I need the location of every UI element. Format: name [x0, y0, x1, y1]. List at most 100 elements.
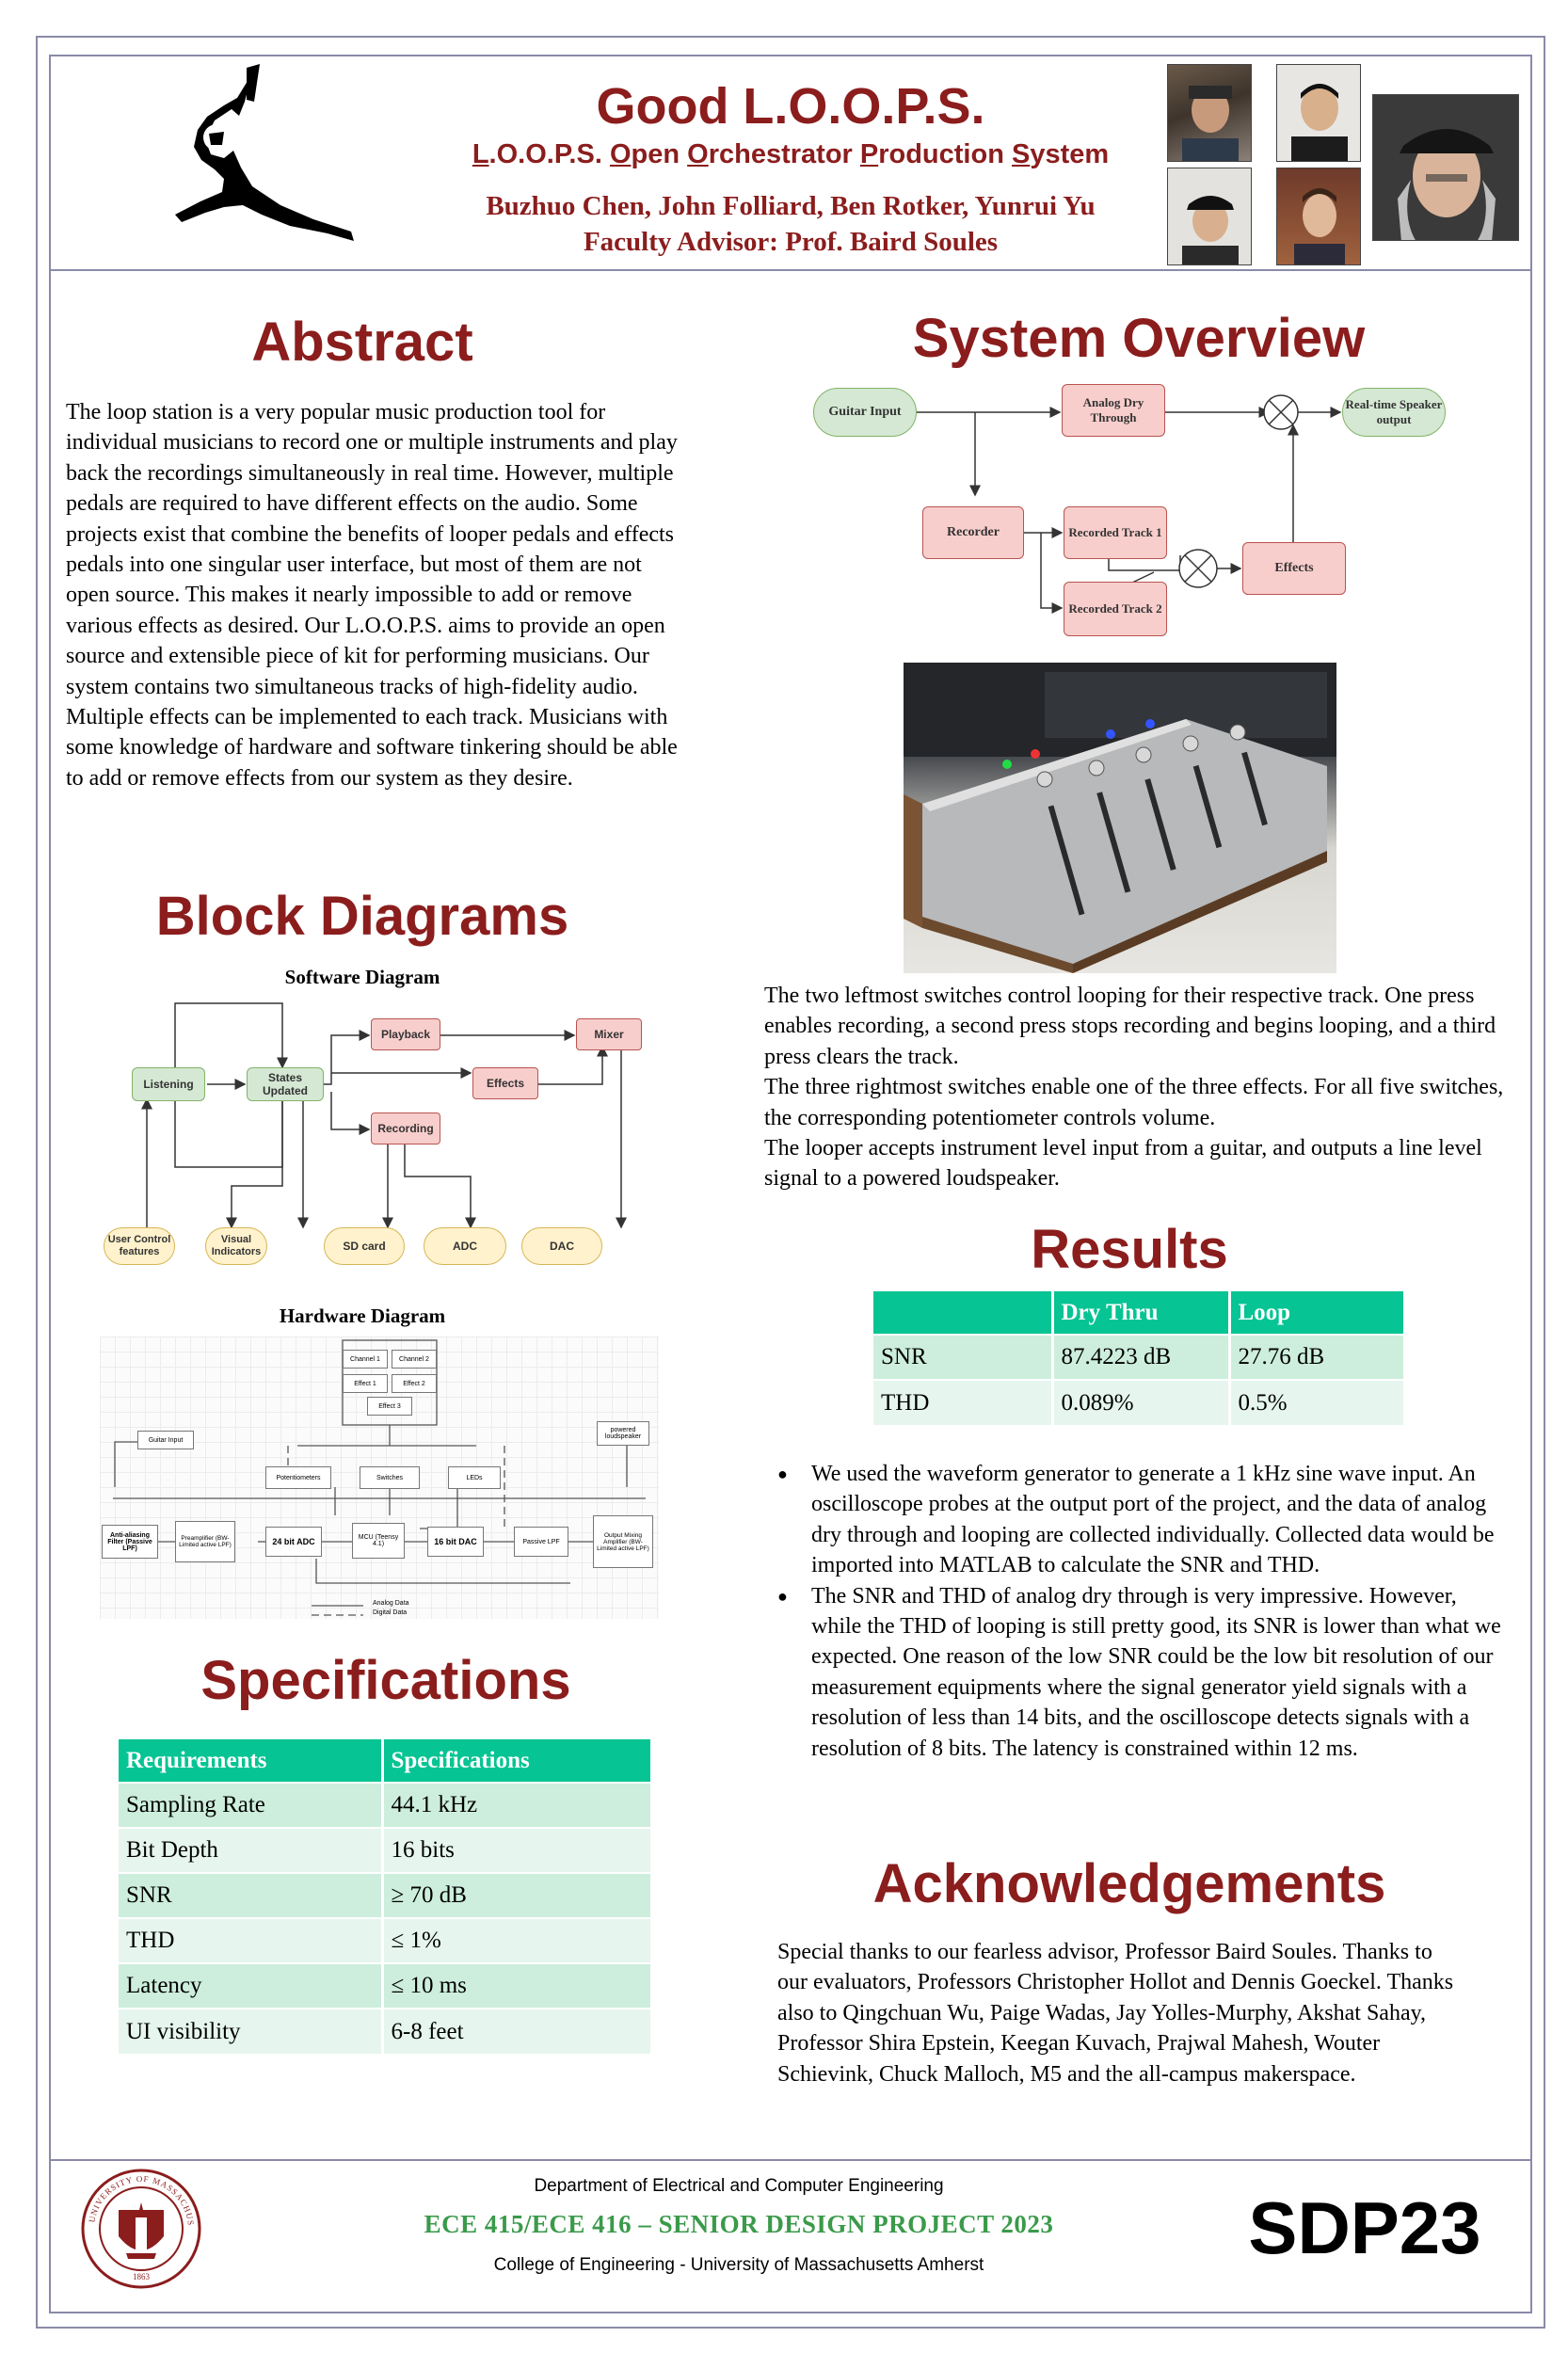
node-recording: Recording: [371, 1112, 440, 1144]
faculty-advisor: Faculty Advisor: Prof. Baird Soules: [583, 227, 999, 257]
hw-mcu: MCU (Teensy 4.1): [352, 1523, 405, 1559]
acknowledgements-title: Acknowledgements: [872, 1853, 1386, 1914]
node-mixer: Mixer: [576, 1018, 642, 1050]
spec-cell: UI visibility: [119, 2008, 384, 2054]
hw-leds: LEDs: [448, 1466, 501, 1489]
ov-recorded-track-1: Recorded Track 1: [1064, 506, 1167, 559]
poster-outer-border: [36, 36, 1545, 2329]
ov-guitar-input: Guitar Input: [813, 388, 917, 437]
svg-text:UNIVERSITY OF MASSACHUSETTS: UNIVERSITY OF MASSACHUSETTS: [79, 2167, 196, 2227]
spec-header-specifications: Specifications: [382, 1739, 653, 1783]
system-overview-description: The two leftmost switches control loopin…: [764, 981, 1508, 1194]
system-overview-title: System Overview: [912, 308, 1366, 369]
table-row: THD 0.089% 0.5%: [873, 1379, 1406, 1425]
hw-effect3: Effect 3: [367, 1397, 412, 1416]
hw-potentiometers: Potentiometers: [265, 1466, 331, 1489]
list-item: The SNR and THD of analog dry through is…: [777, 1581, 1502, 1764]
spec-header-requirements: Requirements: [119, 1739, 384, 1783]
hw-24bit-adc: 24 bit ADC: [265, 1527, 322, 1557]
results-cell: 27.76 dB: [1229, 1334, 1406, 1380]
hw-channel2: Channel 2: [392, 1350, 437, 1369]
spec-cell: Bit Depth: [119, 1827, 384, 1873]
hardware-diagram-wires: [113, 1339, 646, 1616]
results-header-dry-thru: Dry Thru: [1052, 1291, 1231, 1335]
ov-recorded-track-2: Recorded Track 2: [1064, 582, 1167, 636]
results-table: Dry Thru Loop SNR 87.4223 dB 27.76 dB THD 0…: [873, 1291, 1406, 1425]
ov-analog-dry-through: Analog Dry Through: [1062, 384, 1165, 437]
node-effects: Effects: [472, 1067, 538, 1099]
overview-paragraph: The three rightmost switches enable one …: [764, 1075, 1504, 1130]
footer-department: Department of Electrical and Computer En…: [534, 2176, 944, 2196]
hw-anti-alias-filter: Anti-aliasing Filter (Passive LPF): [102, 1525, 158, 1559]
abstract-title: Abstract: [251, 312, 473, 373]
team-photo-4: [1276, 168, 1361, 265]
ov-realtime-speaker: Real-time Speaker output: [1342, 388, 1446, 437]
table-row: Latency ≤ 10 ms: [119, 1962, 653, 2009]
team-photo-1: [1167, 64, 1252, 162]
overview-paragraph: The looper accepts instrument level inpu…: [764, 1136, 1482, 1192]
system-overview-arrows: [917, 394, 1342, 614]
results-cell: 0.089%: [1052, 1379, 1231, 1425]
seal-ring-text: UNIVERSITY OF MASSACHUSETTS: [76, 2159, 203, 2291]
header-divider: [49, 269, 1532, 271]
spec-cell: 44.1 kHz: [382, 1782, 653, 1828]
node-user-control: User Control features: [104, 1227, 175, 1265]
hw-powered-loudspeaker: powered loudspeaker: [597, 1421, 649, 1446]
specifications-table: Requirements Specifications Sampling Rat…: [119, 1739, 653, 2054]
system-overview-diagram: Guitar Input Analog Dry Through Real-tim…: [809, 378, 1449, 651]
node-dac: DAC: [521, 1227, 602, 1265]
node-adc: ADC: [424, 1227, 506, 1265]
hw-effect1: Effect 1: [343, 1374, 388, 1393]
results-header-loop: Loop: [1229, 1291, 1406, 1335]
advisor-photo: [1372, 94, 1519, 241]
node-states-updated: States Updated: [247, 1067, 324, 1101]
spec-cell: 16 bits: [382, 1827, 653, 1873]
spec-cell: Latency: [119, 1962, 384, 2009]
hw-legend-digital: Digital Data: [373, 1609, 408, 1616]
seal-year: 1863: [133, 2272, 150, 2281]
poster-subtitle: L.O.O.P.S. Open Orchestrator Production …: [472, 139, 1110, 169]
footer-course: ECE 415/ECE 416 – SENIOR DESIGN PROJECT …: [424, 2210, 1054, 2238]
node-playback: Playback: [371, 1018, 440, 1050]
results-header-blank: [873, 1291, 1054, 1335]
results-cell: 87.4223 dB: [1052, 1334, 1231, 1380]
spec-cell: ≤ 10 ms: [382, 1962, 653, 2009]
hw-passive-lpf: Passive LPF: [514, 1527, 568, 1557]
spec-cell: ≤ 1%: [382, 1917, 653, 1963]
results-cell: 0.5%: [1229, 1379, 1406, 1425]
hw-legend-analog: Analog Data: [373, 1600, 409, 1607]
hw-channel1: Channel 1: [343, 1350, 388, 1369]
list-item: We used the waveform generator to genera…: [777, 1459, 1502, 1581]
spec-cell: SNR: [119, 1872, 384, 1918]
abstract-text: The loop station is a very popular music…: [66, 400, 678, 791]
sdp23-badge: SDP23: [1248, 2186, 1481, 2269]
author-names: Buzhuo Chen, John Folliard, Ben Rotker, …: [486, 191, 1096, 221]
hw-guitar-input: Guitar Input: [137, 1431, 194, 1449]
spec-cell: THD: [119, 1917, 384, 1963]
spec-cell: 6-8 feet: [382, 2008, 653, 2054]
table-row: UI visibility 6-8 feet: [119, 2008, 653, 2054]
ov-effects: Effects: [1242, 542, 1346, 595]
software-diagram-label: Software Diagram: [284, 966, 440, 988]
table-row: SNR 87.4223 dB 27.76 dB: [873, 1334, 1406, 1380]
table-row: SNR ≥ 70 dB: [119, 1872, 653, 1918]
overview-paragraph: The two leftmost switches control loopin…: [764, 984, 1496, 1069]
umass-seal: 1863: [79, 2167, 203, 2291]
results-cell: THD: [873, 1379, 1054, 1425]
poster-authors: Buzhuo Chen, John Folliard, Ben Rotker, …: [395, 188, 1186, 260]
hw-output-amplifier: Output Mixing Amplifier (BW-Limited acti…: [593, 1515, 653, 1568]
block-diagrams-title: Block Diagrams: [155, 886, 569, 947]
results-cell: SNR: [873, 1334, 1054, 1380]
spec-cell: ≥ 70 dB: [382, 1872, 653, 1918]
hw-16bit-dac: 16 bit DAC: [427, 1527, 484, 1557]
seal-text: UNIVERSITY OF MASSACHUSETTS: [76, 2159, 195, 2227]
results-title: Results: [1031, 1219, 1228, 1280]
hw-preamplifier: Preamplifier (BW-Limited active LPF): [175, 1521, 235, 1562]
hw-switches: Switches: [360, 1466, 420, 1489]
acknowledgements-text: Special thanks to our fearless advisor, …: [777, 1940, 1454, 2087]
results-bullet-list: We used the waveform generator to genera…: [777, 1459, 1502, 1764]
specifications-title: Specifications: [200, 1650, 571, 1711]
software-diagram-arrows: [141, 1002, 627, 1229]
ov-recorder: Recorder: [922, 506, 1024, 559]
team-photo-3: [1167, 168, 1252, 265]
